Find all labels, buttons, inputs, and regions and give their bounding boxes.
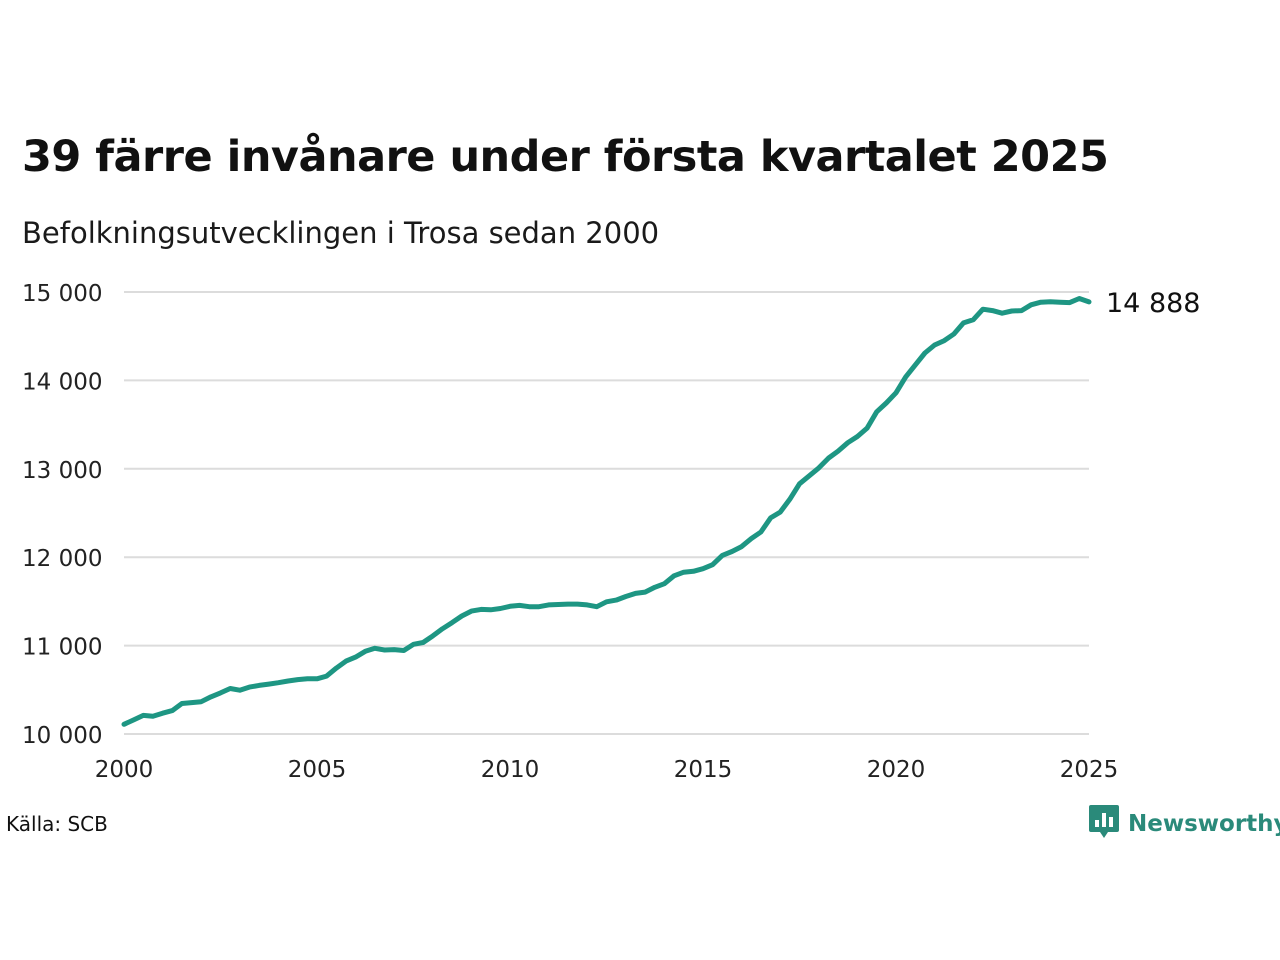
newsworthy-logo-icon	[1088, 804, 1120, 844]
x-tick-label: 2015	[674, 757, 733, 783]
source-label: Källa: SCB	[6, 812, 108, 836]
series-line	[121, 296, 1092, 727]
y-tick-label: 10 000	[22, 723, 102, 749]
x-tick-label: 2010	[481, 757, 540, 783]
brand-logo[interactable]: Newsworthy	[1088, 804, 1280, 844]
end-value-label: 14 888	[1106, 288, 1200, 319]
chart-title: 39 färre invånare under första kvartalet…	[22, 132, 1109, 182]
y-tick-label: 15 000	[22, 281, 102, 307]
x-tick-label: 2005	[288, 757, 347, 783]
y-tick-label: 11 000	[22, 635, 102, 661]
y-tick-label: 12 000	[22, 546, 102, 572]
x-tick-label: 2025	[1060, 757, 1119, 783]
y-tick-label: 14 000	[22, 369, 102, 395]
y-tick-label: 13 000	[22, 458, 102, 484]
x-tick-label: 2000	[95, 757, 154, 783]
x-tick-label: 2020	[867, 757, 926, 783]
brand-name: Newsworthy	[1128, 811, 1280, 837]
chart-subtitle: Befolkningsutvecklingen i Trosa sedan 20…	[22, 216, 660, 250]
